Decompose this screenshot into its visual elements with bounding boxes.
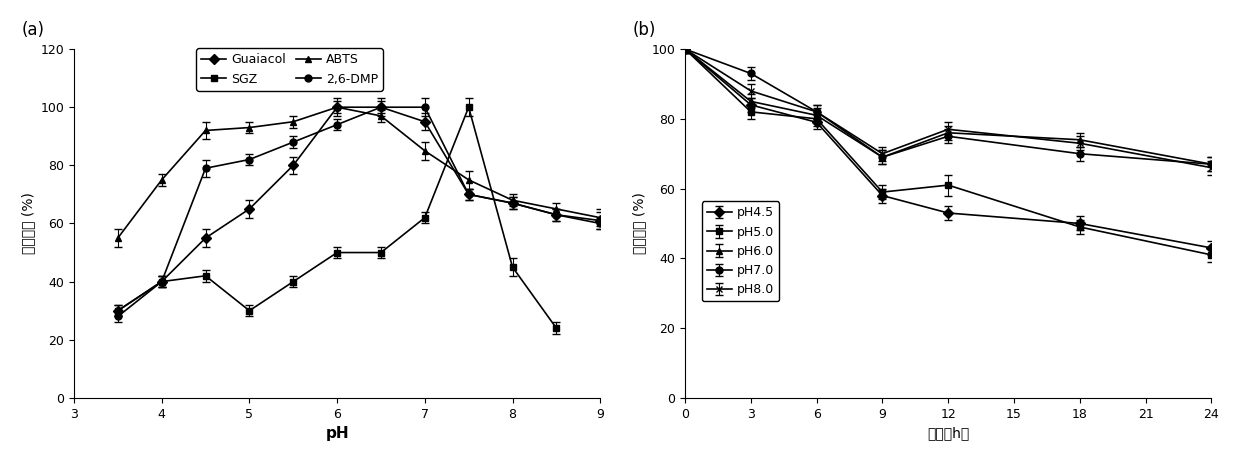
X-axis label: pH: pH bbox=[325, 426, 348, 441]
Y-axis label: 相对活力 (%): 相对活力 (%) bbox=[21, 193, 35, 255]
Text: (a): (a) bbox=[21, 21, 45, 39]
Text: (b): (b) bbox=[632, 21, 656, 39]
Legend: pH4.5, pH5.0, pH6.0, pH7.0, pH8.0: pH4.5, pH5.0, pH6.0, pH7.0, pH8.0 bbox=[702, 201, 779, 301]
Legend: Guaiacol, SGZ, ABTS, 2,6-DMP: Guaiacol, SGZ, ABTS, 2,6-DMP bbox=[196, 49, 383, 91]
X-axis label: 时间（h）: 时间（h） bbox=[928, 426, 970, 440]
Y-axis label: 相对活力 (%): 相对活力 (%) bbox=[632, 193, 646, 255]
